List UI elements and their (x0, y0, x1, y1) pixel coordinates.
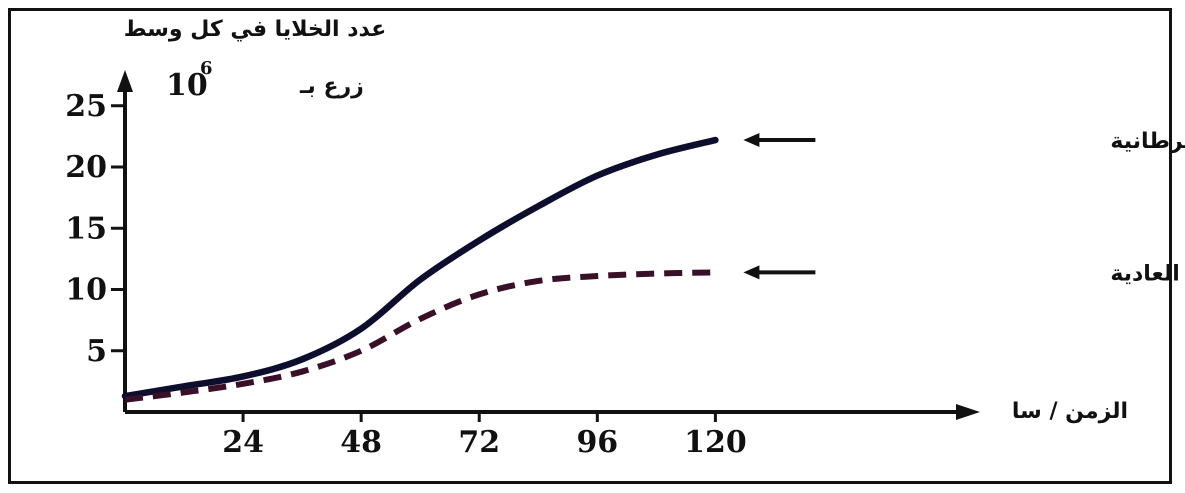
legend-label: الخلايا السرطانية (1110, 129, 1185, 154)
x-tick-label: 96 (576, 425, 618, 460)
series-line-normal-cells (124, 269, 716, 403)
y-tick-label: 5 (86, 334, 107, 369)
x-tick-label: 48 (340, 425, 382, 460)
y-tick-label: 10 (65, 273, 107, 308)
y-tick-label: 25 (65, 89, 107, 124)
y-axis-title-line1: عدد الخلايا في كل وسط (124, 17, 387, 42)
x-axis-title: الزمن / سا (1012, 399, 1128, 424)
legend-label: الخلايا العادية (1110, 261, 1185, 286)
y-axis-title-line2: زرع بـ (299, 74, 364, 99)
legend-arrowhead (743, 133, 760, 148)
x-tick-label: 24 (222, 425, 264, 460)
y-tick-label: 15 (65, 211, 107, 246)
y-axis-unit-exponent: 6 (200, 58, 213, 79)
y-axis-unit: 10 (166, 68, 208, 103)
x-tick-label: 120 (684, 425, 747, 460)
legend-arrowhead (743, 265, 760, 280)
y-axis-arrow (117, 70, 133, 92)
y-tick-label: 20 (65, 150, 107, 185)
series-line-cancer-cells (121, 136, 719, 400)
chart-frame (8, 8, 1172, 484)
x-tick-label: 72 (458, 425, 500, 460)
x-axis-arrow (956, 404, 980, 420)
